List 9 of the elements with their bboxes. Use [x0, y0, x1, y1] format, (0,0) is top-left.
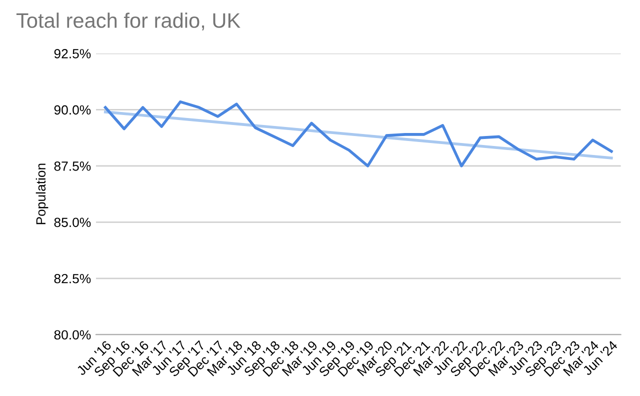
y-axis-title: Population [36, 164, 48, 224]
y-tick-label: 90.0% [54, 105, 91, 115]
y-tick-label: 82.5% [54, 274, 91, 284]
y-tick-label: 92.5% [54, 49, 91, 58]
y-tick-label: 85.0% [54, 218, 91, 228]
line-series [104, 100, 613, 168]
y-tick-label: 80.0% [54, 330, 91, 340]
y-tick-label: 87.5% [54, 161, 91, 171]
chart-title: Total reach for radio, UK [16, 12, 240, 30]
